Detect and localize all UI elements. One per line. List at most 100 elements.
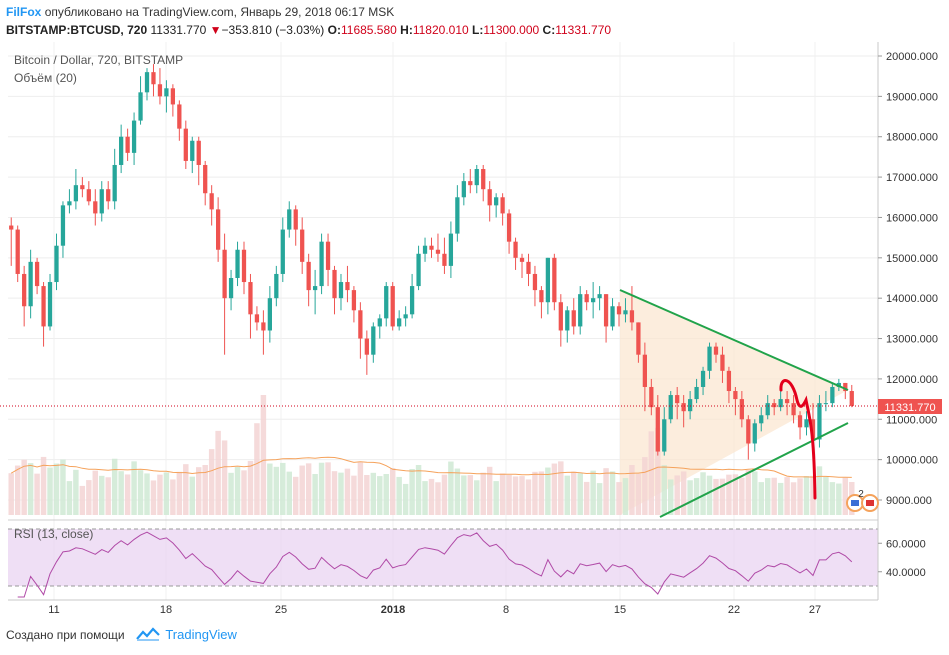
volume-bar — [260, 395, 267, 515]
candle-body — [319, 241, 324, 287]
volume-bar — [286, 471, 292, 515]
tradingview-logo-icon[interactable] — [136, 627, 160, 644]
volume-bar — [389, 468, 396, 515]
price-tag-text: 11331.770 — [884, 402, 935, 414]
candle-body — [778, 399, 783, 408]
volume-bar — [338, 472, 344, 515]
volume-bar — [8, 473, 14, 515]
candle-body — [203, 164, 208, 194]
volume-bar — [441, 474, 448, 515]
volume-bar — [836, 483, 842, 515]
volume-bar — [60, 459, 66, 515]
volume-bar — [14, 465, 21, 515]
candle-body — [144, 72, 150, 93]
price-tick-label: 18000.000 — [886, 132, 938, 144]
volume-bar — [829, 482, 836, 515]
volume-bar — [726, 474, 732, 515]
time-tick-label: 8 — [503, 604, 509, 616]
high-value: 11820.010 — [412, 23, 469, 37]
high-label: H: — [400, 23, 413, 37]
volume-bar — [810, 475, 816, 515]
candle-body — [655, 407, 660, 452]
candle-body — [810, 419, 816, 440]
candle-body — [338, 282, 344, 299]
candle-body — [791, 403, 796, 416]
candle-body — [215, 209, 221, 250]
volume-bar — [803, 476, 810, 515]
volume-bar — [493, 481, 499, 515]
open-value: 11685.580 — [340, 23, 397, 37]
candle-body — [280, 229, 285, 274]
last-price: 11331.770 — [150, 23, 207, 37]
candle-body — [106, 189, 111, 202]
candle-body — [494, 197, 499, 206]
trendline-upper[interactable] — [619, 289, 849, 391]
volume-bar — [499, 473, 506, 515]
author-name[interactable]: FilFox — [6, 5, 42, 19]
candle-body — [435, 249, 441, 254]
triangle-zone — [620, 290, 848, 515]
price-chart[interactable]: 20000.000 19000.000 18000.000 17000.000 1600… — [0, 40, 949, 623]
volume-bar — [124, 474, 131, 515]
candle-body — [759, 415, 764, 424]
candle-body — [578, 294, 583, 327]
time-tick-label: 15 — [614, 604, 626, 616]
badge-count: 2 — [858, 489, 864, 500]
volume-bar — [532, 471, 538, 515]
candle-body — [34, 261, 40, 287]
volume-bar — [706, 475, 713, 515]
events-badge[interactable]: 2 — [846, 489, 879, 512]
candle-body — [112, 164, 117, 202]
price-axis[interactable]: 20000.000 19000.000 18000.000 17000.000 1600… — [878, 51, 938, 507]
tradingview-link[interactable]: TradingView — [165, 627, 237, 642]
volume-bar — [525, 479, 532, 515]
volume-bar — [73, 469, 79, 515]
candle-body — [752, 423, 757, 444]
created-with-text: Создано при помощи — [6, 628, 125, 642]
candle-body — [784, 399, 790, 404]
candle-body — [830, 386, 835, 404]
price-tick-label: 12000.000 — [886, 374, 938, 386]
volume-bar — [254, 423, 260, 515]
volume-bar — [622, 478, 629, 515]
candle-body — [86, 189, 91, 202]
candle-body — [183, 128, 188, 161]
candle-body — [351, 290, 357, 311]
volume-bar — [512, 476, 519, 515]
event-flag-icon — [866, 500, 874, 506]
volume-bar — [467, 475, 474, 515]
candle-body — [371, 326, 376, 355]
rsi-axis[interactable]: 60.0000 40.0000 — [878, 538, 926, 579]
candle-body — [422, 245, 428, 254]
volume-bar — [99, 475, 105, 515]
volume-bar — [752, 471, 758, 515]
candle-body — [532, 273, 538, 291]
open-label: O: — [327, 23, 341, 37]
candle-body — [358, 310, 363, 339]
volume-bar — [157, 474, 163, 515]
candle-body — [591, 298, 596, 303]
candle-body — [325, 241, 331, 270]
time-axis[interactable]: 11 18 25 2018 8 15 22 27 — [48, 604, 821, 616]
candle-body — [93, 201, 98, 214]
candle-body — [267, 298, 272, 331]
trendline-lower[interactable] — [659, 422, 849, 518]
candle-body — [170, 88, 176, 105]
volume-bar — [402, 483, 409, 515]
volume-bar — [422, 481, 428, 515]
candle-body — [603, 294, 609, 327]
candle-body — [300, 229, 305, 262]
candle-body — [500, 197, 505, 214]
volume-bar — [719, 478, 726, 515]
volume-bar — [344, 468, 351, 515]
volume-bar — [415, 465, 422, 515]
volume-bar — [642, 457, 648, 515]
candle-body — [448, 233, 454, 266]
volume-bar — [474, 480, 480, 515]
candle-body — [558, 302, 563, 331]
candle-body — [765, 403, 770, 416]
volume-bar — [331, 471, 338, 515]
candle-body — [209, 193, 214, 210]
volume-bar — [609, 471, 616, 515]
price-tick-label: 14000.000 — [886, 293, 938, 305]
